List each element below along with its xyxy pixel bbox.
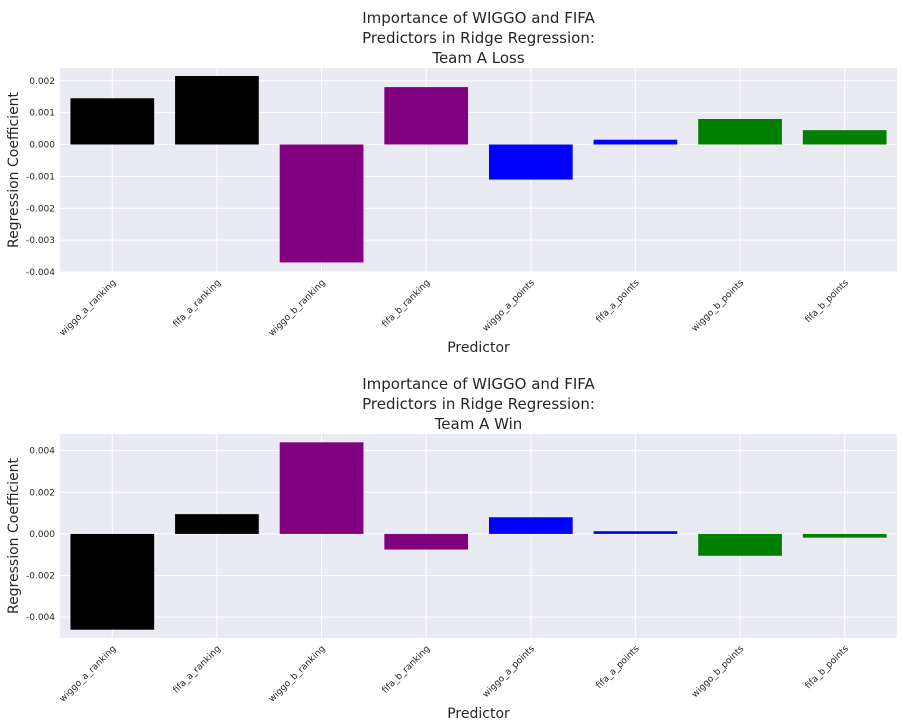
bar-fifa_a_points [593,139,678,145]
x-tick-label: wiggo_a_points [481,644,537,700]
bar-wiggo_a_points [488,517,573,534]
x-tick-label: fifa_b_points [804,278,851,325]
bar-fifa_b_ranking [384,87,469,145]
y-tick-label: -0.002 [26,572,55,582]
x-tick-label: fifa_b_ranking [381,644,433,696]
y-tick-label: 0.000 [29,141,55,151]
bar-wiggo_a_ranking [70,533,155,630]
x-tick-label: wiggo_a_points [481,278,537,334]
x-tick-label: fifa_a_points [595,278,642,325]
y-tick-label: 0.002 [29,77,55,87]
bar-fifa_b_ranking [384,533,469,550]
y-tick-label: 0.002 [29,488,55,498]
x-axis-label: Predictor [447,706,510,722]
chart-title-line: Importance of WIGGO and FIFA [362,9,595,27]
chart-team-a-loss: 0.0020.0010.000-0.001-0.002-0.003-0.004w… [6,9,897,356]
y-tick-label: -0.003 [26,236,55,246]
y-tick-label: 0.004 [29,447,55,457]
x-tick-label: wiggo_b_ranking [267,644,328,705]
y-axis-label: Regression Coefficient [6,457,22,614]
chart-title-line: Predictors in Ridge Regression: [362,29,595,47]
y-axis-label: Regression Coefficient [6,91,22,248]
chart-title-line: Predictors in Ridge Regression: [362,395,595,413]
bar-fifa_a_ranking [175,514,259,534]
y-tick-label: -0.002 [26,204,55,214]
x-tick-label: fifa_a_points [595,644,642,691]
bar-wiggo_a_ranking [70,98,155,145]
bar-fifa_a_points [593,531,678,534]
x-tick-label: wiggo_a_ranking [58,644,118,704]
x-tick-label: fifa_b_ranking [381,278,433,330]
x-tick-label: wiggo_b_points [690,644,746,700]
chart-title-line: Importance of WIGGO and FIFA [362,375,595,393]
chart-title-line: Team A Win [434,415,523,433]
bar-fifa_b_points [802,533,887,538]
y-tick-label: -0.001 [26,172,55,182]
bar-fifa_a_ranking [175,75,259,145]
x-tick-label: fifa_a_ranking [171,278,223,330]
bar-wiggo_a_points [488,144,573,180]
bar-wiggo_b_ranking [279,144,364,263]
x-axis-label: Predictor [447,340,510,356]
x-tick-label: wiggo_b_ranking [267,278,328,339]
x-tick-label: fifa_b_points [804,644,851,691]
bar-wiggo_b_points [698,533,782,556]
y-tick-label: -0.004 [26,613,55,623]
y-tick-label: -0.004 [26,268,55,278]
chart-title-line: Team A Loss [431,49,525,67]
bar-fifa_b_points [802,130,887,145]
bar-wiggo_b_points [698,119,782,145]
bar-wiggo_b_ranking [279,442,364,534]
x-tick-label: wiggo_a_ranking [58,278,118,338]
x-tick-label: fifa_a_ranking [171,644,223,696]
y-tick-label: 0.001 [29,109,55,119]
y-tick-label: 0.000 [29,530,55,540]
x-tick-label: wiggo_b_points [690,278,746,334]
chart-team-a-win: 0.004 0.002 0.000 -0.002 -0.004 wiggo_a_ranki… [6,375,897,722]
